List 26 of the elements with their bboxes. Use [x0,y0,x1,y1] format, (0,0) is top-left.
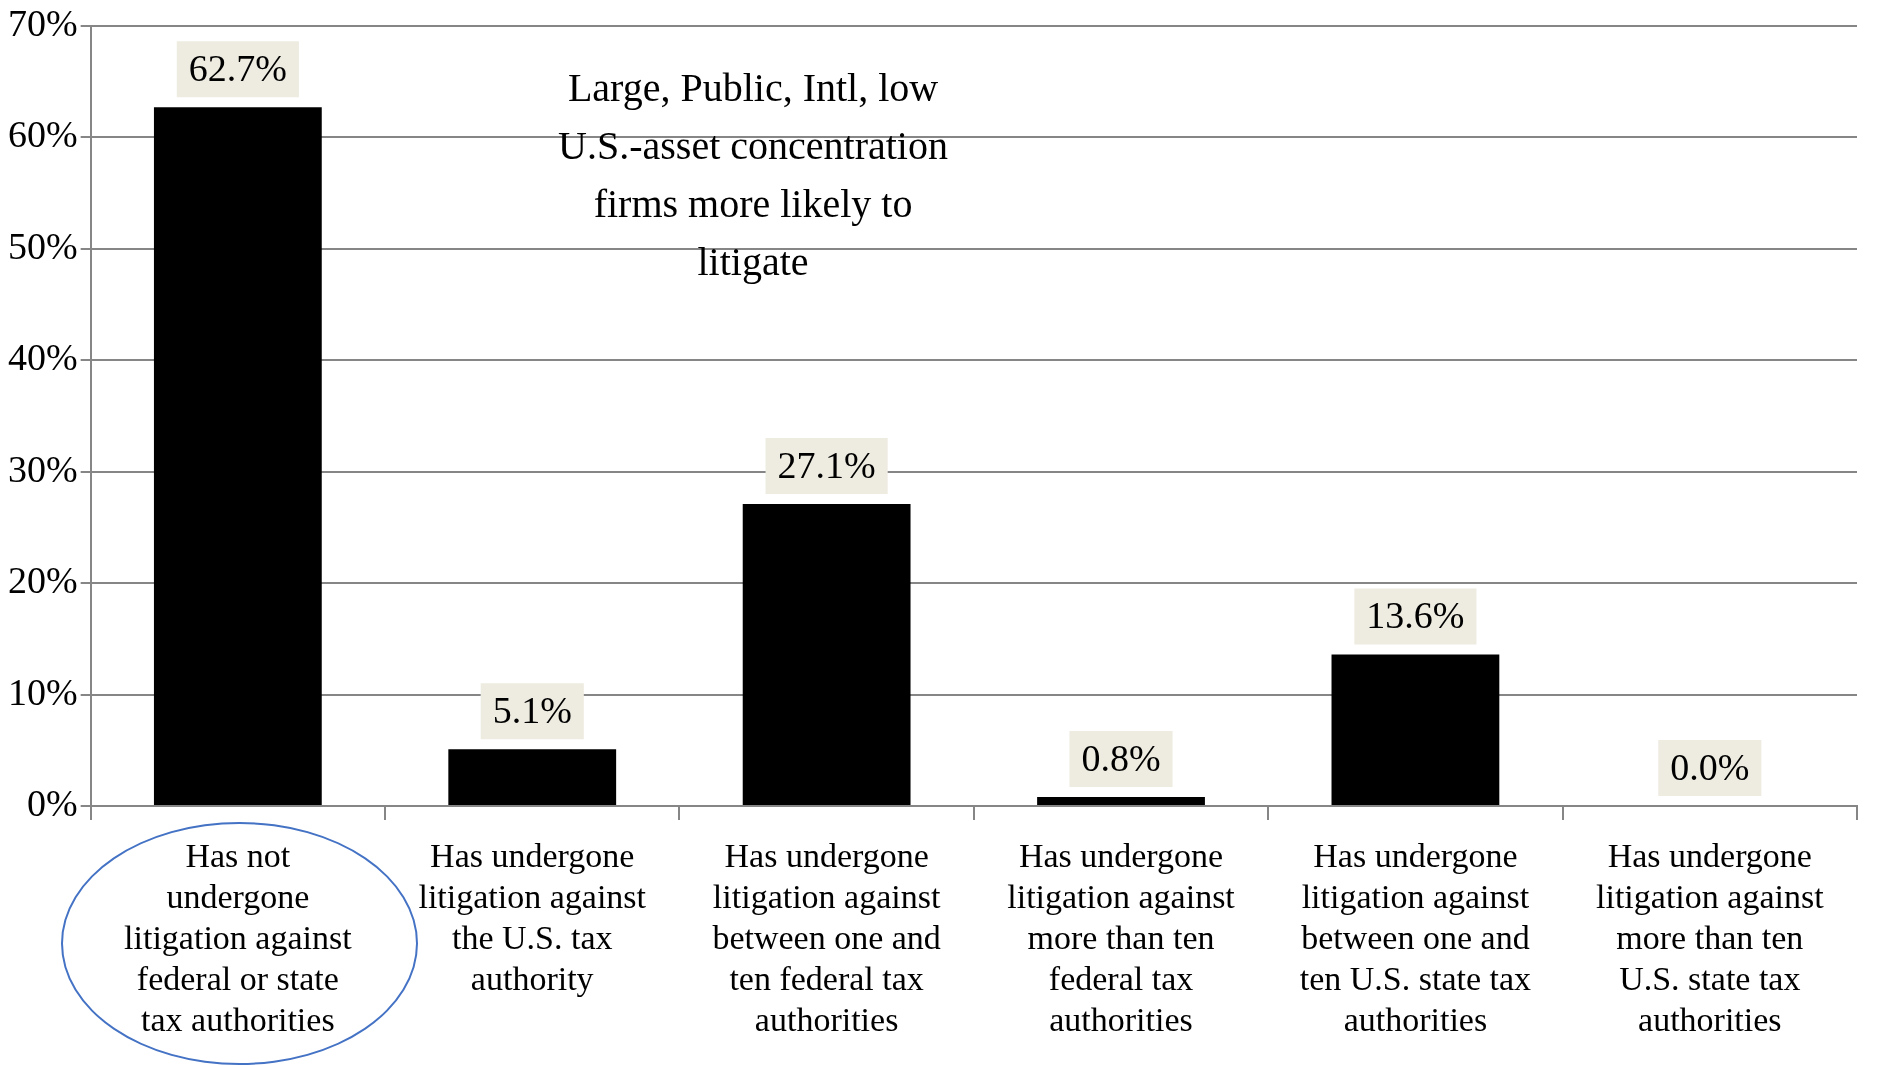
data-label: 13.6% [1366,594,1465,637]
y-tick-label: 40% [8,336,78,379]
y-tick-label: 0% [27,781,78,824]
annotation: Large, Public, Intl, low U.S.-asset concentration firms more likely to litigate [558,65,948,285]
y-tick-label: 50% [8,224,78,267]
data-label: 0.8% [1081,737,1161,780]
data-label: 0.0% [1670,745,1750,788]
y-tick-label: 70% [8,1,78,44]
bar [153,107,322,805]
bar [1331,654,1500,805]
x-tick-label: Has undergone litigation against more than ten federal tax authorities [1007,837,1236,1038]
bar [448,749,617,805]
x-tick-label: Has undergone litigation against between one and ten federal tax authorities [712,837,941,1038]
x-tick-label: Has undergone litigation against more than ten U.S. state tax authorities [1596,837,1825,1038]
data-label: 27.1% [777,443,876,486]
y-tick-label: 10% [8,670,78,713]
x-tick-label: Has undergone litigation against the U.S. tax authority [418,837,647,997]
y-tick-label: 30% [8,447,78,490]
bar [1037,797,1205,805]
bar [742,503,911,805]
data-label: 62.7% [188,47,287,90]
x-tick-label: Has not undergone litigation against federal or state tax authorities [124,837,353,1038]
x-tick-label: Has undergone litigation against between one and ten U.S. state tax authorities [1299,837,1532,1038]
data-label: 5.1% [492,689,572,732]
y-tick-label: 20% [8,559,78,602]
y-tick-label: 60% [8,113,78,156]
